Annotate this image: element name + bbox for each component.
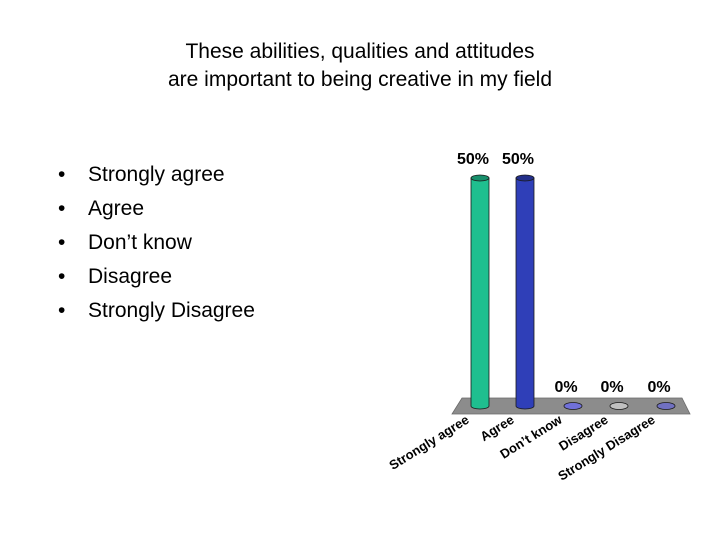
bar (609, 402, 629, 410)
list-item: • Disagree (58, 260, 255, 294)
list-item: • Don’t know (58, 226, 255, 260)
bar-top (515, 174, 535, 182)
value-label: 50% (502, 151, 534, 168)
bar-disc (563, 402, 583, 410)
bar-body (515, 177, 535, 410)
list-item: • Strongly agree (58, 158, 255, 192)
category-label: Strongly agree (386, 412, 471, 473)
list-item-label: Agree (88, 197, 145, 220)
answer-options-list: • Strongly agree • Agree • Don’t know • Disa… (58, 158, 255, 328)
bar (656, 402, 676, 410)
bar-body (470, 177, 490, 410)
bullet-icon: • (58, 299, 66, 322)
bar (515, 174, 535, 410)
bars-group (470, 174, 676, 410)
value-labels-group: 50% 50% 0% 0% 0% (457, 151, 671, 396)
title-line-1: These abilities, qualities and attitudes (185, 40, 535, 63)
bullet-icon: • (58, 231, 66, 254)
bullet-icon: • (58, 265, 66, 288)
value-label: 0% (600, 379, 623, 396)
list-item-label: Don’t know (88, 231, 192, 254)
list-item: • Agree (58, 192, 255, 226)
bullet-icon: • (58, 163, 66, 186)
list-item-label: Strongly Disagree (88, 299, 255, 322)
title-line-2: are important to being creative in my fi… (167, 68, 553, 91)
list-item-label: Disagree (88, 265, 173, 288)
value-label: 50% (457, 151, 489, 168)
value-label: 0% (554, 379, 577, 396)
bullet-icon: • (58, 197, 66, 220)
bar-disc (609, 402, 629, 410)
bar (470, 174, 490, 410)
category-label: Agree (477, 412, 516, 444)
bar (563, 402, 583, 410)
list-item-label: Strongly agree (88, 163, 225, 186)
bar-disc (656, 402, 676, 410)
list-item: • Strongly Disagree (58, 294, 255, 328)
bar-top (470, 174, 490, 182)
value-label: 0% (647, 379, 670, 396)
slide-title: These abilities, qualities and attitudes… (0, 38, 720, 94)
